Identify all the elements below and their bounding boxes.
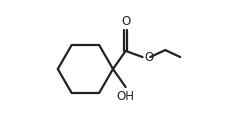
Text: O: O xyxy=(121,15,130,28)
Text: O: O xyxy=(144,51,153,63)
Text: OH: OH xyxy=(116,90,134,103)
